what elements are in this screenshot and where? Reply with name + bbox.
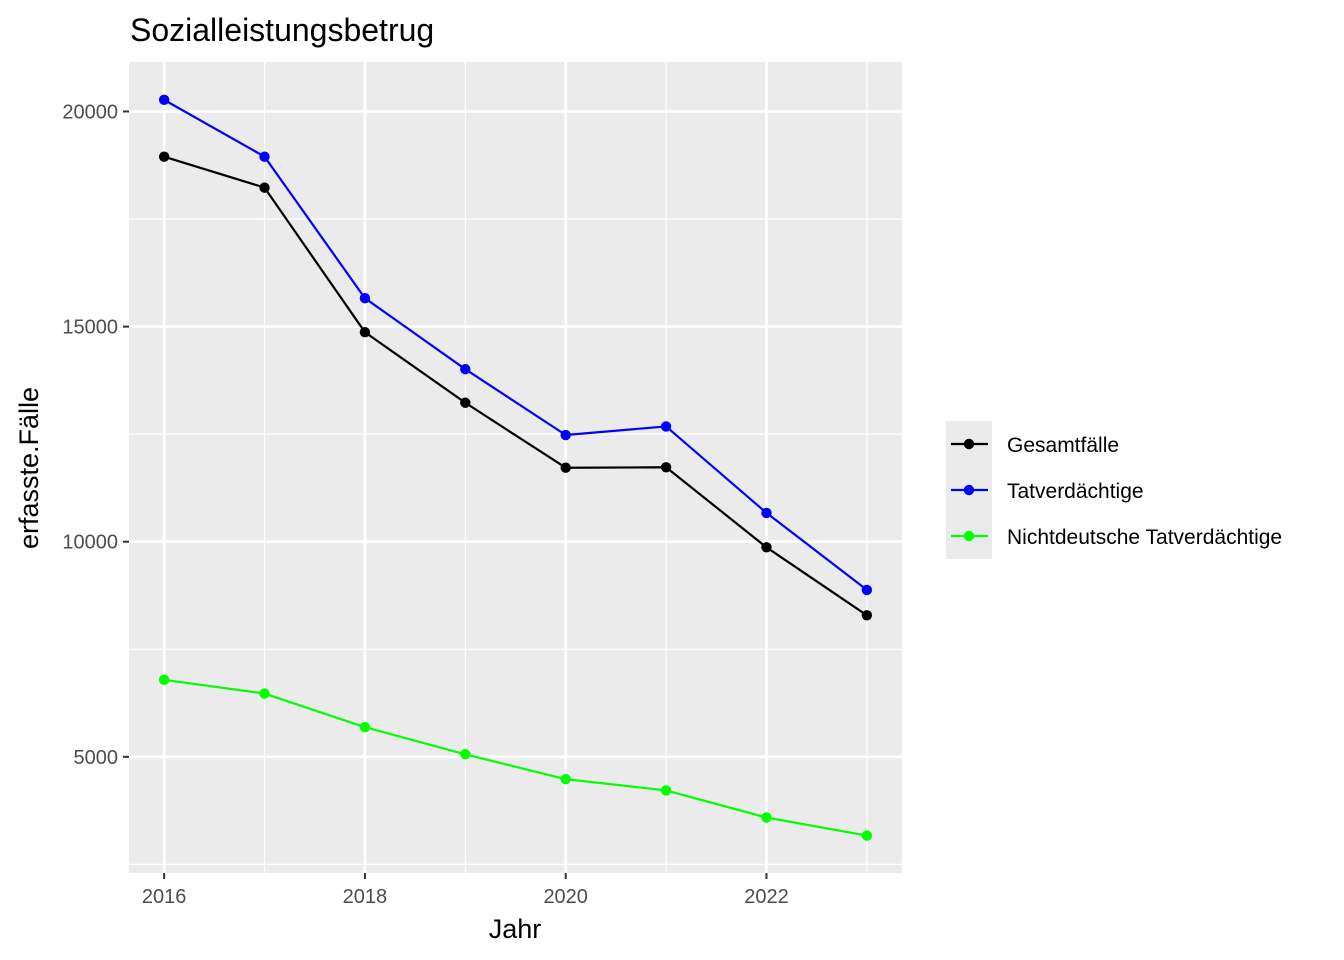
data-point [460, 749, 471, 760]
data-point [359, 721, 371, 733]
chart-title: Sozialleistungsbetrug [130, 12, 434, 48]
legend-item-2: Tatverdächtige [951, 480, 1144, 503]
legend-label: Gesamtfälle [1007, 434, 1119, 457]
data-point [761, 542, 772, 553]
x-axis: 2016 2018 2020 2022 [142, 873, 789, 908]
y-tick-label: 20000 [62, 101, 118, 123]
data-point [158, 674, 170, 686]
y-axis: 5000 10000 15000 20000 [62, 101, 129, 769]
x-tick-label: 2016 [142, 886, 187, 908]
data-point [560, 462, 571, 473]
legend-key-point [963, 484, 975, 496]
data-point [660, 462, 672, 473]
data-point [359, 326, 371, 338]
series-2 [158, 94, 873, 596]
data-point [660, 785, 672, 796]
legend-key-point [963, 530, 975, 542]
y-tick-label: 5000 [74, 747, 119, 769]
grid-major-lines [129, 62, 902, 873]
legend-item-3: Nichtdeutsche Tatverdächtige [951, 526, 1282, 549]
data-point [761, 812, 772, 823]
series-3 [158, 674, 873, 841]
legend-label: Nichtdeutsche Tatverdächtige [1007, 526, 1282, 549]
x-tick-label: 2020 [543, 886, 588, 908]
y-axis-title: erfasste.Fälle [14, 387, 44, 549]
plot-panel [129, 62, 902, 873]
legend-item-1: Gesamtfälle [951, 434, 1119, 457]
series-line [163, 155, 868, 617]
data-point [861, 610, 873, 621]
x-tick-label: 2022 [744, 886, 789, 908]
data-point [259, 151, 270, 162]
data-point [560, 774, 571, 785]
series-line [163, 98, 868, 591]
data-point [158, 151, 170, 162]
data-point [460, 397, 471, 408]
x-tick-label: 2018 [343, 886, 388, 908]
legend-key-point [963, 438, 975, 450]
data-point [259, 688, 270, 699]
data-point [761, 507, 772, 519]
data-point [359, 293, 371, 304]
data-point [158, 94, 170, 106]
legend: Gesamtfälle Tatverdächtige Nichtdeutsche T… [946, 421, 1282, 559]
data-point [259, 182, 270, 193]
data-point [861, 584, 873, 596]
data-point [560, 429, 571, 441]
series-1 [158, 151, 873, 621]
data-point [861, 830, 873, 841]
series-layer [158, 94, 873, 841]
series-line [163, 678, 868, 837]
data-point [660, 421, 672, 432]
data-point [460, 363, 471, 375]
y-tick-label: 15000 [62, 317, 118, 339]
y-tick-label: 10000 [62, 532, 118, 554]
legend-label: Tatverdächtige [1007, 480, 1144, 503]
x-axis-title: Jahr [489, 914, 542, 944]
